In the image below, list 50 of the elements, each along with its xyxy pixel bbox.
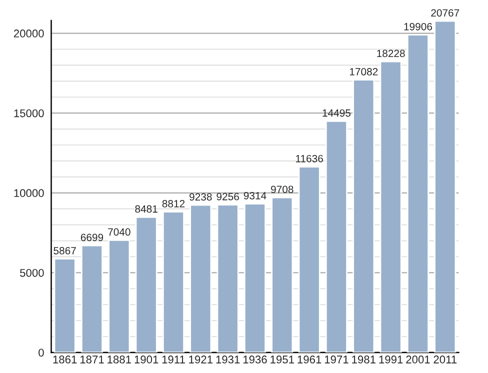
bar bbox=[80, 244, 104, 352]
bar bbox=[54, 258, 76, 352]
data-label: 18228 bbox=[377, 50, 405, 58]
x-tick-label: 2001 bbox=[406, 356, 430, 364]
bar bbox=[434, 20, 456, 352]
x-tick-label: 1936 bbox=[243, 356, 267, 364]
bar bbox=[108, 239, 130, 352]
data-label: 7040 bbox=[108, 228, 130, 236]
data-label: 11636 bbox=[296, 154, 323, 162]
x-tick-label: 1921 bbox=[189, 356, 212, 364]
bar bbox=[135, 216, 158, 352]
bar bbox=[271, 196, 294, 352]
bar bbox=[406, 34, 429, 352]
y-tick-label: 20000 bbox=[14, 30, 44, 38]
data-label: 8481 bbox=[135, 205, 158, 213]
data-label: 6699 bbox=[80, 234, 104, 242]
y-tick-label: 10000 bbox=[14, 189, 44, 198]
x-tick-label: 1961 bbox=[298, 356, 322, 364]
data-label: 5867 bbox=[54, 247, 76, 254]
data-label: 9256 bbox=[216, 192, 239, 200]
bar bbox=[325, 120, 348, 352]
x-tick-label: 1911 bbox=[162, 356, 185, 364]
x-tick-label: 1901 bbox=[134, 356, 158, 364]
y-tick-label: 0 bbox=[38, 348, 44, 357]
x-tick-label: 1861 bbox=[53, 356, 77, 364]
x-tick-label: 2011 bbox=[434, 356, 457, 364]
x-tick-label: 1991 bbox=[379, 356, 403, 364]
bar bbox=[216, 204, 239, 352]
bar bbox=[380, 60, 402, 352]
bar bbox=[190, 204, 212, 352]
data-label: 19906 bbox=[404, 22, 432, 30]
data-label: 14495 bbox=[322, 109, 351, 117]
data-label: 9238 bbox=[190, 193, 212, 201]
x-tick-label: 1931 bbox=[216, 356, 240, 364]
y-tick-label: 15000 bbox=[14, 109, 44, 118]
x-tick-label: 1981 bbox=[352, 356, 376, 364]
bar bbox=[244, 203, 266, 352]
data-label: 9708 bbox=[271, 186, 294, 194]
data-label: 17082 bbox=[350, 68, 378, 76]
x-tick-label: 1881 bbox=[108, 356, 131, 364]
x-tick-label: 1951 bbox=[270, 356, 294, 364]
bar bbox=[162, 211, 184, 352]
bar bbox=[352, 79, 375, 352]
x-tick-label: 1871 bbox=[80, 356, 104, 364]
bar bbox=[298, 166, 320, 352]
x-tick-label: 1971 bbox=[324, 356, 348, 364]
data-label: 20767 bbox=[431, 9, 460, 17]
data-label: 9314 bbox=[244, 192, 266, 200]
y-tick-label: 5000 bbox=[20, 268, 44, 277]
data-label: 8812 bbox=[162, 200, 185, 208]
